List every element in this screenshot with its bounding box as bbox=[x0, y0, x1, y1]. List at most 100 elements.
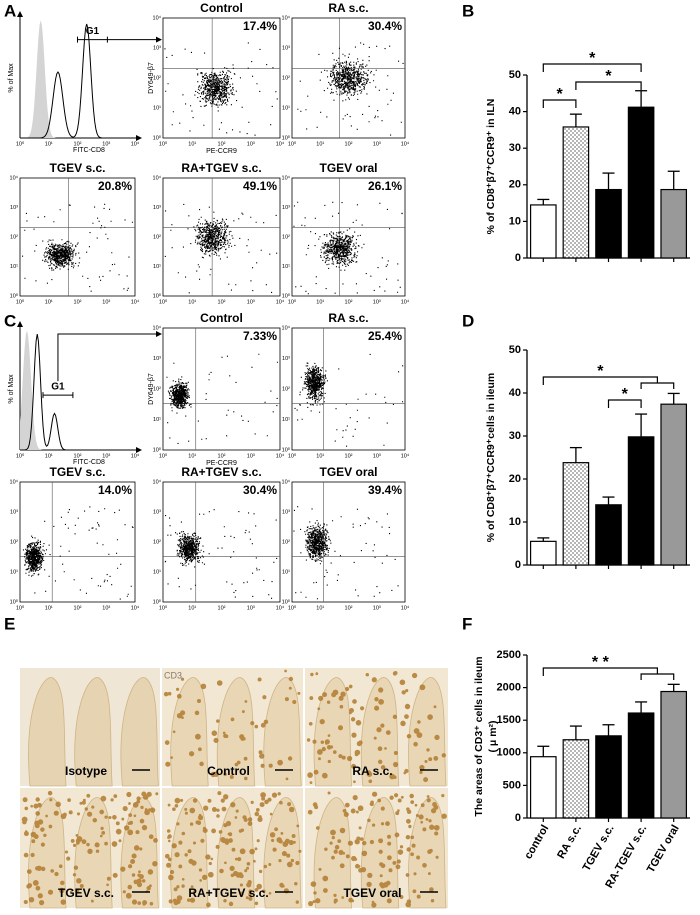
plot-title: RA s.c. bbox=[328, 1, 368, 15]
tissue bbox=[28, 677, 159, 787]
log-tick-label: 10³ bbox=[373, 605, 381, 611]
log-tick-label: 10² bbox=[218, 141, 226, 147]
log-tick-label: 10² bbox=[345, 141, 353, 147]
log-tick-label: 10² bbox=[10, 234, 18, 240]
panel-label: C bbox=[4, 311, 16, 330]
events bbox=[164, 42, 278, 136]
events bbox=[164, 509, 278, 599]
significance-bracket bbox=[542, 63, 642, 72]
log-tick-label: 10¹ bbox=[316, 141, 324, 147]
plot-title: TGEV oral bbox=[319, 465, 377, 479]
log-tick-label: 10⁰ bbox=[16, 452, 25, 459]
log-tick-label: 10¹ bbox=[153, 417, 161, 423]
log-tick-label: 10¹ bbox=[45, 141, 53, 147]
log-tick-label: 10² bbox=[282, 386, 290, 392]
log-tick-label: 10³ bbox=[247, 299, 255, 305]
bar bbox=[660, 403, 688, 566]
log-tick-label: 10⁴ bbox=[401, 298, 410, 305]
cd3-cells bbox=[164, 791, 302, 908]
log-tick-label: 10¹ bbox=[316, 453, 324, 459]
significance-label: * bbox=[556, 86, 563, 103]
log-tick-label: 10¹ bbox=[10, 569, 18, 575]
log-tick-label: 10³ bbox=[282, 205, 290, 211]
panel-label: E bbox=[4, 614, 15, 633]
bar bbox=[529, 540, 557, 566]
dot-ylabel: DY649-β7 bbox=[148, 373, 155, 405]
bar bbox=[627, 712, 655, 819]
plot-title: TGEV s.c. bbox=[49, 465, 105, 479]
log-tick-label: 10³ bbox=[102, 299, 110, 305]
plot-title: RA+TGEV s.c. bbox=[181, 161, 261, 175]
significance-bracket bbox=[607, 399, 642, 408]
y-tick-label: 40 bbox=[509, 387, 521, 399]
micrograph-label: RA s.c. bbox=[352, 764, 392, 778]
log-tick-label: 10⁰ bbox=[16, 140, 25, 147]
log-tick-label: 10³ bbox=[10, 509, 18, 515]
log-tick-label: 10² bbox=[218, 299, 226, 305]
log-tick-label: 10⁰ bbox=[288, 452, 297, 459]
hist-xlabel: FITC-CD8 bbox=[73, 147, 105, 154]
log-tick-label: 10⁰ bbox=[282, 446, 291, 453]
log-tick-label: 10⁰ bbox=[159, 452, 168, 459]
log-tick-label: 10² bbox=[153, 234, 161, 240]
plot-percent: 17.4% bbox=[243, 19, 277, 33]
plot-title: RA s.c. bbox=[328, 311, 368, 325]
log-tick-label: 10⁰ bbox=[159, 140, 168, 147]
log-tick-label: 10⁴ bbox=[276, 298, 285, 305]
y-tick-label: 2500 bbox=[497, 649, 521, 661]
significance-bracket bbox=[542, 667, 675, 680]
log-tick-label: 10² bbox=[74, 141, 82, 147]
y-tick-label: 50 bbox=[509, 69, 521, 81]
plot-title: RA+TGEV s.c. bbox=[181, 465, 261, 479]
log-tick-label: 10³ bbox=[247, 605, 255, 611]
log-tick-label: 10² bbox=[153, 75, 161, 81]
plot-frame bbox=[19, 481, 136, 603]
gate-label: G1 bbox=[86, 26, 100, 37]
log-tick-label: 10² bbox=[10, 539, 18, 545]
micrograph-label: Control bbox=[207, 764, 250, 778]
x-tick-label: TGEV oral bbox=[645, 823, 682, 875]
log-tick-label: 10⁴ bbox=[276, 452, 285, 459]
log-tick-label: 10⁴ bbox=[153, 174, 162, 181]
y-tick-label: 500 bbox=[503, 779, 521, 791]
micrograph-label: RA+TGEV s.c. bbox=[188, 886, 268, 900]
log-tick-label: 10¹ bbox=[316, 299, 324, 305]
y-tick-label: 10 bbox=[509, 516, 521, 528]
plot-title: TGEV oral bbox=[319, 161, 377, 175]
y-tick-label: 1500 bbox=[497, 714, 521, 726]
bar bbox=[562, 126, 590, 259]
log-tick-label: 10¹ bbox=[188, 453, 196, 459]
y-tick-label: 30 bbox=[509, 142, 521, 154]
plot-percent: 14.0% bbox=[98, 483, 132, 497]
log-tick-label: 10¹ bbox=[45, 453, 53, 459]
log-tick-label: 10² bbox=[345, 299, 353, 305]
plot-percent: 7.33% bbox=[243, 329, 277, 343]
log-tick-label: 10³ bbox=[153, 509, 161, 515]
log-tick-label: 10¹ bbox=[10, 264, 18, 270]
log-tick-label: 10² bbox=[282, 234, 290, 240]
y-tick-label: 20 bbox=[509, 473, 521, 485]
isotype-histogram bbox=[20, 20, 135, 138]
log-tick-label: 10¹ bbox=[282, 105, 290, 111]
bar bbox=[627, 106, 655, 259]
significance-bracket bbox=[575, 81, 642, 90]
events bbox=[164, 203, 278, 294]
y-tick-label: 0 bbox=[515, 559, 521, 571]
log-tick-label: 10⁴ bbox=[282, 478, 291, 485]
log-tick-label: 10⁰ bbox=[10, 598, 19, 605]
log-tick-label: 10² bbox=[153, 386, 161, 392]
dot-xlabel: PE-CCR9 bbox=[206, 460, 237, 467]
plot-percent: 20.8% bbox=[98, 179, 132, 193]
log-tick-label: 10⁰ bbox=[153, 598, 162, 605]
log-tick-label: 10¹ bbox=[45, 605, 53, 611]
significance-label: * bbox=[622, 386, 629, 403]
plot-percent: 39.4% bbox=[368, 483, 402, 497]
log-tick-label: 10¹ bbox=[153, 569, 161, 575]
log-tick-label: 10² bbox=[153, 539, 161, 545]
cd3-cells bbox=[307, 791, 447, 908]
log-tick-label: 10¹ bbox=[316, 605, 324, 611]
log-tick-label: 10⁰ bbox=[159, 298, 168, 305]
plot-percent: 25.4% bbox=[368, 329, 402, 343]
bar bbox=[595, 188, 622, 259]
log-tick-label: 10⁴ bbox=[10, 478, 19, 485]
